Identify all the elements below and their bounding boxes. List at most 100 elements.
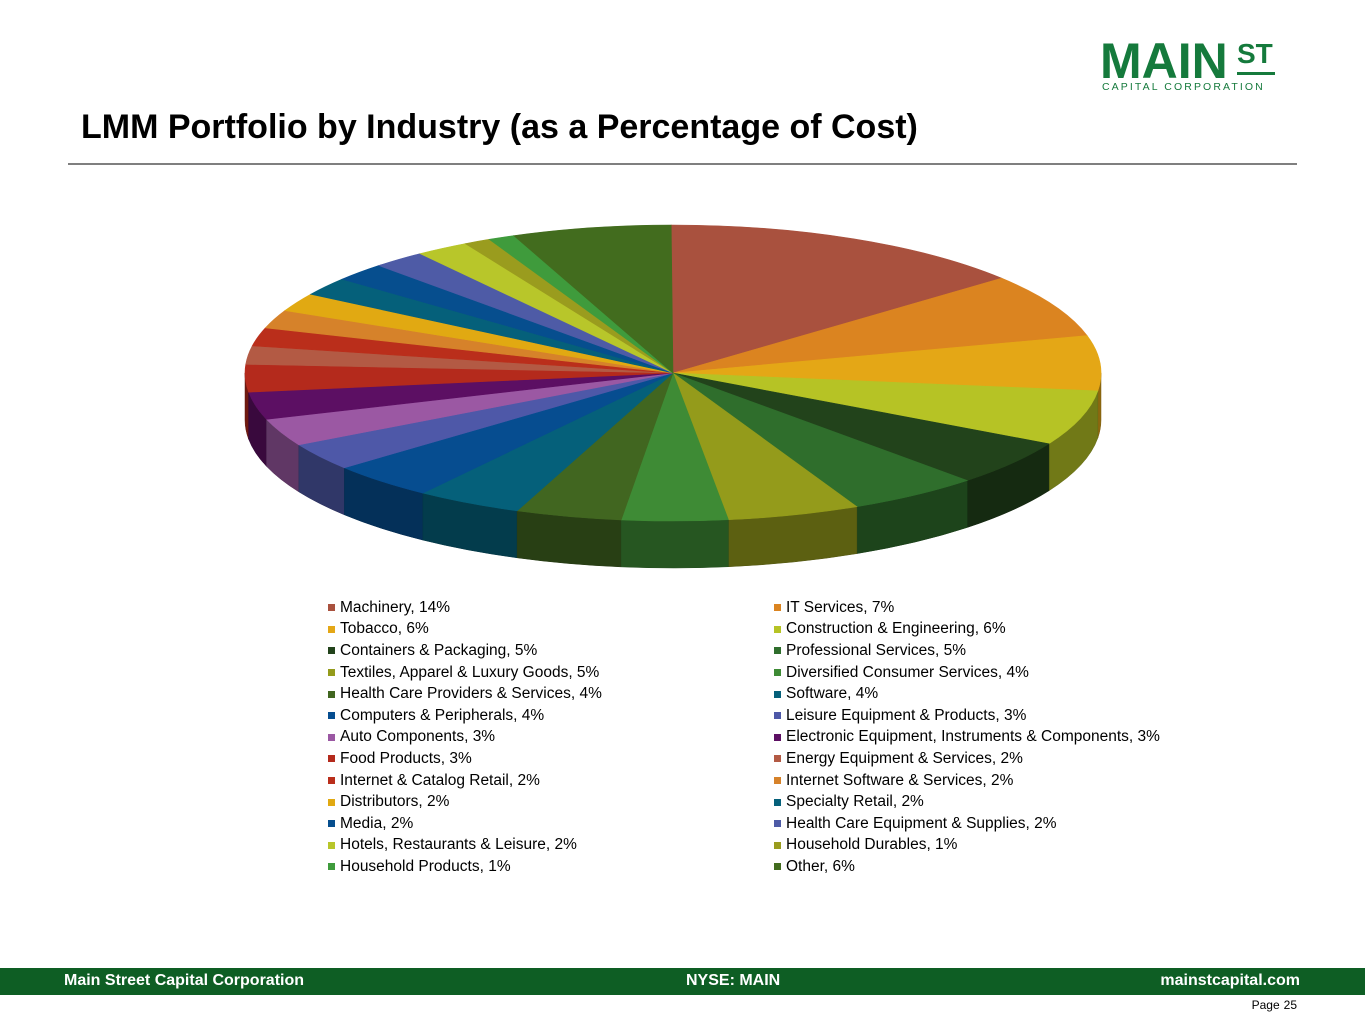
legend-item: Health Care Providers & Services, 4% <box>328 683 774 705</box>
legend-swatch <box>328 820 335 828</box>
legend-label: IT Services, 7% <box>786 598 895 616</box>
legend-label: Health Care Providers & Services, 4% <box>340 685 602 703</box>
legend-swatch <box>328 604 335 612</box>
legend-swatch <box>774 755 781 763</box>
legend-swatch <box>328 625 335 633</box>
page-title: LMM Portfolio by Industry (as a Percenta… <box>81 108 918 146</box>
pie-slice <box>670 224 1003 374</box>
footer-company: Main Street Capital Corporation <box>64 972 305 989</box>
legend-item: Specialty Retail, 2% <box>774 791 1220 813</box>
legend-swatch <box>328 841 335 849</box>
legend-swatch <box>774 777 781 785</box>
chart-legend: Machinery, 14% IT Services, 7% Tobacco, 6%… <box>328 597 1228 878</box>
legend-swatch <box>774 798 781 806</box>
legend-label: Auto Components, 3% <box>340 728 496 746</box>
legend-item: Health Care Equipment & Supplies, 2% <box>774 813 1220 835</box>
legend-item: Internet Software & Services, 2% <box>774 770 1220 792</box>
footer-website[interactable]: mainstcapital.com <box>1160 972 1300 989</box>
pie-slice-side <box>620 519 729 569</box>
legend-item: Internet & Catalog Retail, 2% <box>328 770 774 792</box>
logo-main-text: MAIN <box>1100 33 1228 89</box>
legend-label: Specialty Retail, 2% <box>786 793 924 811</box>
legend-label: Distributors, 2% <box>340 793 450 811</box>
legend-item: Containers & Packaging, 5% <box>328 640 774 662</box>
legend-item: Computers & Peripherals, 4% <box>328 705 774 727</box>
legend-label: Diversified Consumer Services, 4% <box>786 663 1029 681</box>
legend-item: Hotels, Restaurants & Leisure, 2% <box>328 835 774 857</box>
legend-item: Electronic Equipment, Instruments & Comp… <box>774 727 1220 749</box>
legend-label: Household Products, 1% <box>340 857 511 875</box>
legend-swatch <box>774 604 781 612</box>
legend-item: Software, 4% <box>774 683 1220 705</box>
legend-label: Electronic Equipment, Instruments & Comp… <box>786 728 1160 746</box>
legend-label: Containers & Packaging, 5% <box>340 641 538 659</box>
legend-label: Textiles, Apparel & Luxury Goods, 5% <box>340 663 600 681</box>
legend-label: Professional Services, 5% <box>786 641 967 659</box>
legend-swatch <box>774 841 781 849</box>
legend-label: Machinery, 14% <box>340 598 450 616</box>
legend-item: IT Services, 7% <box>774 597 1220 619</box>
legend-item: Household Durables, 1% <box>774 835 1220 857</box>
footer-ticker: NYSE: MAIN <box>686 972 781 989</box>
legend-label: Computers & Peripherals, 4% <box>340 706 545 724</box>
legend-swatch <box>328 863 335 871</box>
legend-item: Construction & Engineering, 6% <box>774 619 1220 641</box>
legend-swatch <box>774 647 781 655</box>
legend-swatch <box>774 690 781 698</box>
legend-item: Machinery, 14% <box>328 597 774 619</box>
legend-item: Tobacco, 6% <box>328 619 774 641</box>
legend-label: Hotels, Restaurants & Leisure, 2% <box>340 836 577 854</box>
page-number: Page 25 <box>1248 998 1297 1012</box>
pie-slice <box>513 224 674 374</box>
legend-label: Software, 4% <box>786 685 879 703</box>
legend-label: Internet Software & Services, 2% <box>786 771 1014 789</box>
legend-label: Other, 6% <box>786 857 855 875</box>
legend-swatch <box>774 863 781 871</box>
page-number-value: 25 <box>1283 998 1297 1012</box>
logo-subtitle: CAPITAL CORPORATION <box>1102 81 1265 93</box>
legend-item: Professional Services, 5% <box>774 640 1220 662</box>
legend-label: Media, 2% <box>340 814 414 832</box>
legend-label: Tobacco, 6% <box>340 620 429 638</box>
logo-st-underline <box>1237 72 1275 75</box>
pie-chart <box>244 224 1102 569</box>
legend-item: Food Products, 3% <box>328 748 774 770</box>
legend-swatch <box>328 712 335 720</box>
logo-st-text: ST <box>1237 38 1273 69</box>
legend-item: Energy Equipment & Services, 2% <box>774 748 1220 770</box>
legend-swatch <box>774 712 781 720</box>
legend-swatch <box>328 755 335 763</box>
legend-item: Household Products, 1% <box>328 856 774 878</box>
legend-swatch <box>328 733 335 741</box>
legend-label: Household Durables, 1% <box>786 836 958 854</box>
legend-item: Media, 2% <box>328 813 774 835</box>
footer-bar: Main Street Capital Corporation NYSE: MA… <box>0 968 1365 995</box>
legend-label: Health Care Equipment & Supplies, 2% <box>786 814 1057 832</box>
legend-swatch <box>328 798 335 806</box>
legend-item: Distributors, 2% <box>328 791 774 813</box>
legend-swatch <box>328 690 335 698</box>
legend-item: Auto Components, 3% <box>328 727 774 749</box>
legend-swatch <box>328 777 335 785</box>
legend-item: Textiles, Apparel & Luxury Goods, 5% <box>328 662 774 684</box>
legend-label: Food Products, 3% <box>340 749 472 767</box>
legend-swatch <box>774 625 781 633</box>
legend-item: Other, 6% <box>774 856 1220 878</box>
pie-slice <box>672 372 1099 445</box>
legend-label: Energy Equipment & Services, 2% <box>786 749 1023 767</box>
legend-label: Construction & Engineering, 6% <box>786 620 1006 638</box>
page-label: Page <box>1251 998 1280 1012</box>
title-divider <box>68 163 1297 165</box>
legend-swatch <box>774 669 781 677</box>
pie-slice <box>672 277 1088 374</box>
company-logo: MAIN ST CAPITAL CORPORATION <box>1100 36 1280 100</box>
legend-item: Leisure Equipment & Products, 3% <box>774 705 1220 727</box>
legend-item: Diversified Consumer Services, 4% <box>774 662 1220 684</box>
legend-swatch <box>328 669 335 677</box>
legend-swatch <box>328 647 335 655</box>
legend-swatch <box>774 733 781 741</box>
legend-label: Internet & Catalog Retail, 2% <box>340 771 540 789</box>
legend-swatch <box>774 820 781 828</box>
legend-label: Leisure Equipment & Products, 3% <box>786 706 1027 724</box>
pie-slice <box>672 335 1102 392</box>
